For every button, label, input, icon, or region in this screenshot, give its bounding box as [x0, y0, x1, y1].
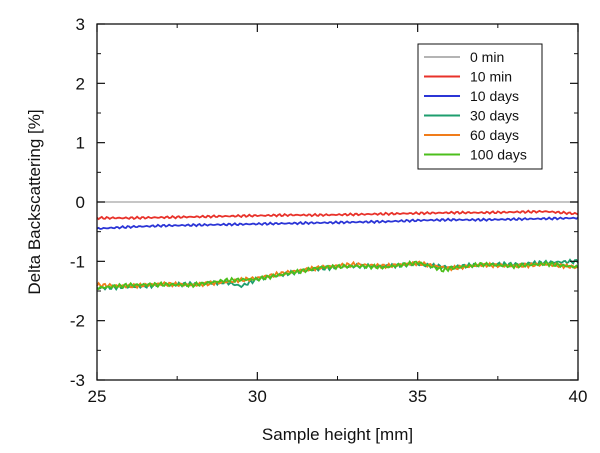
legend-label: 10 min — [470, 69, 512, 85]
legend-label: 60 days — [470, 127, 519, 143]
legend-box — [417, 43, 543, 170]
series-line-10-days — [96, 216, 579, 230]
legend-label: 30 days — [470, 108, 519, 124]
y-tick-label: -1 — [70, 252, 85, 271]
y-tick-label: 2 — [76, 74, 85, 93]
ticks-layer — [96, 23, 579, 381]
x-tick-label: 30 — [248, 387, 267, 406]
series-line-100-days — [96, 259, 579, 291]
y-tick-label: -3 — [70, 371, 85, 390]
x-tick-label: 40 — [569, 387, 588, 406]
x-tick-label: 25 — [88, 387, 107, 406]
series-line-10-min — [96, 209, 579, 221]
y-tick-label: -2 — [70, 312, 85, 331]
legend: 0 min 10 min 10 days 30 days 60 days 100 days — [417, 43, 543, 170]
y-tick-label: 0 — [76, 193, 85, 212]
tick-labels: 25 30 35 40 3 2 1 0 -1 -2 -3 — [70, 15, 588, 406]
y-tick-label: 3 — [76, 15, 85, 34]
legend-label: 0 min — [470, 49, 504, 65]
series-layer — [96, 201, 579, 291]
x-axis-title: Sample height [mm] — [262, 425, 413, 444]
x-tick-label: 35 — [408, 387, 427, 406]
y-axis-title: Delta Backscattering [%] — [25, 109, 44, 294]
legend-label: 100 days — [470, 147, 527, 163]
legend-label: 10 days — [470, 88, 519, 104]
y-tick-label: 1 — [76, 134, 85, 153]
